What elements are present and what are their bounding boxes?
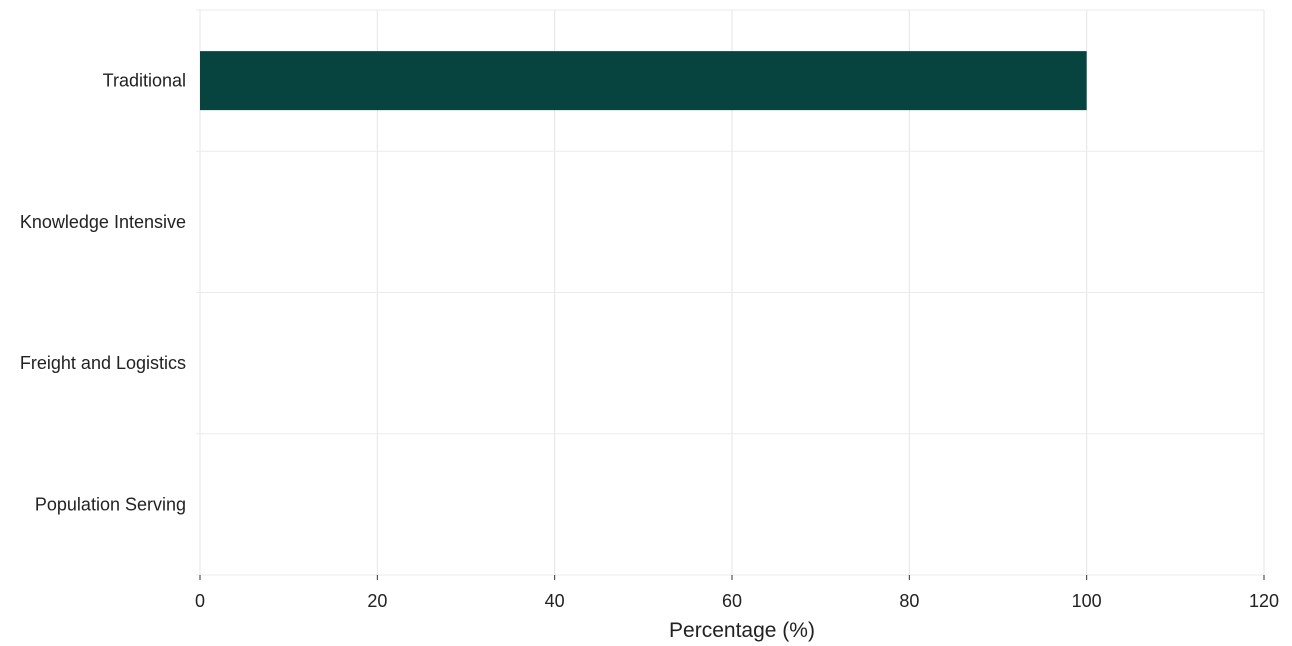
x-tick-label: 40 [545,591,565,611]
x-tick-label: 0 [195,591,205,611]
y-category-label: Traditional [103,71,186,91]
y-category-label: Freight and Logistics [20,353,186,373]
y-category-label: Knowledge Intensive [20,212,186,232]
x-tick-label: 20 [367,591,387,611]
x-axis-title: Percentage (%) [669,619,815,642]
x-tick-label: 100 [1072,591,1102,611]
x-tick-label: 60 [722,591,742,611]
x-tick-label: 80 [899,591,919,611]
y-axis: Traditional Knowledge Intensive Freight an… [20,71,186,515]
y-category-label: Population Serving [35,494,186,514]
x-axis: 0 20 40 60 80 100 120 [195,575,1279,611]
x-tick-label: 120 [1249,591,1279,611]
bar-traditional [200,51,1087,111]
bars [200,51,1087,111]
